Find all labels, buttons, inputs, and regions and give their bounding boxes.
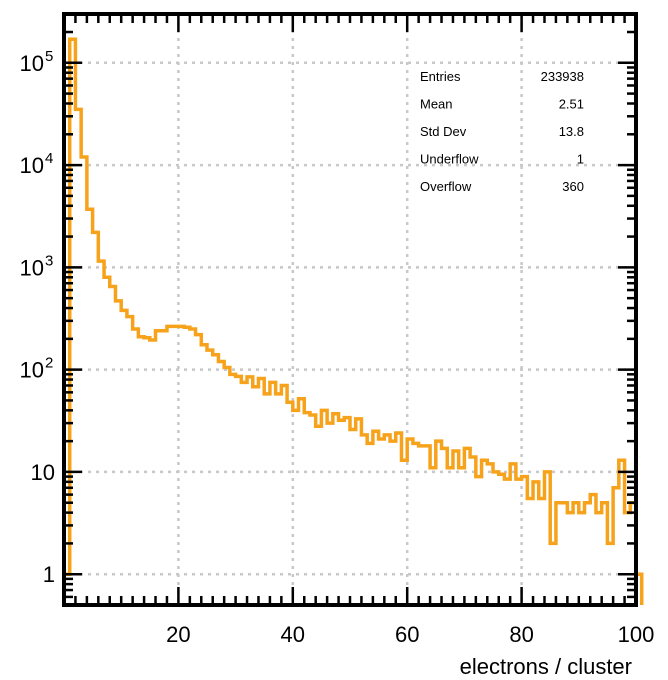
y-tick-exponent: 2 (45, 355, 53, 372)
histogram-bins (64, 39, 642, 574)
stats-label: Mean (420, 97, 453, 112)
y-tick-exponent: 3 (45, 252, 53, 269)
stats-value: 360 (562, 179, 584, 194)
stats-label: Std Dev (420, 124, 467, 139)
x-tick-label: 100 (618, 622, 655, 647)
stats-value: 233938 (541, 69, 584, 84)
x-tick-label: 20 (166, 622, 190, 647)
x-axis-title: electrons / cluster (460, 654, 632, 679)
y-tick-label: 10 (20, 358, 44, 383)
x-tick-labels: 20 40 60 80 100 (166, 622, 654, 647)
y-tick-label: 1 (43, 562, 55, 587)
y-tick-label: 10 (20, 51, 44, 76)
stats-label: Overflow (420, 179, 472, 194)
stats-label: Underflow (420, 152, 479, 167)
histogram-series-line (64, 39, 642, 605)
y-tick-label: 10 (20, 153, 44, 178)
y-tick-label: 10 (31, 460, 55, 485)
y-tick-label: 10 (20, 255, 44, 280)
y-tick-exponent: 4 (45, 150, 53, 167)
stats-value: 2.51 (559, 97, 584, 112)
x-tick-label: 60 (395, 622, 419, 647)
stats-label: Entries (420, 69, 461, 84)
stats-value: 1 (577, 152, 584, 167)
y-tick-exponent: 5 (45, 48, 53, 65)
stats-value: 13.8 (559, 124, 584, 139)
x-tick-label: 40 (281, 622, 305, 647)
stats-box: Entries 233938 Mean 2.51 Std Dev 13.8 Underflo… (420, 69, 584, 194)
x-tick-label: 80 (509, 622, 533, 647)
